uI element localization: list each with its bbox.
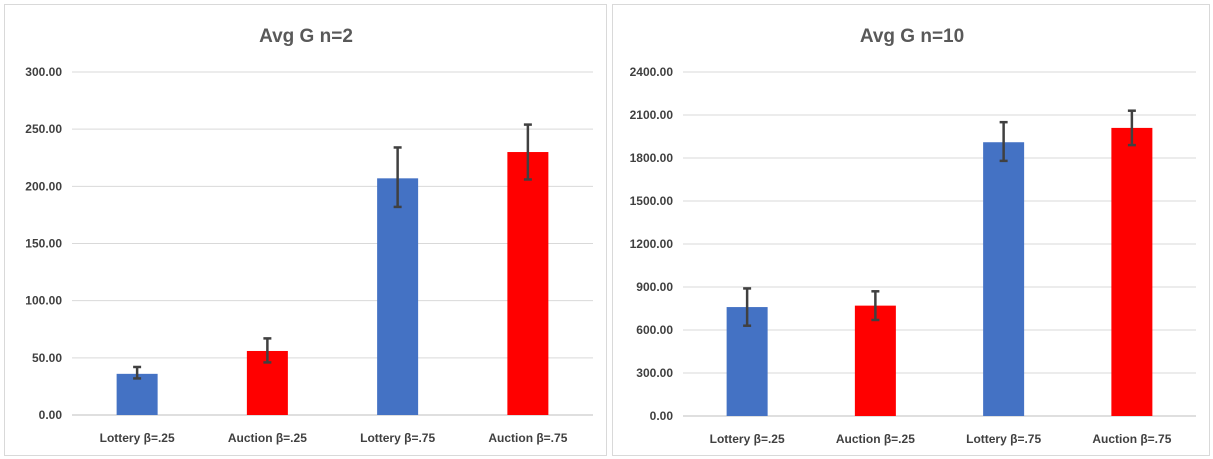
y-tick-label: 1800.00	[630, 151, 674, 165]
chart-n10: Avg G n=10 0.00 300.00 600.00 900.00 1200.00…	[630, 26, 1196, 446]
x-tick-label: Auction β=.25	[228, 431, 307, 445]
error-bar	[133, 365, 142, 380]
bar	[983, 142, 1025, 416]
x-tick-label: Lottery β=.75	[966, 432, 1041, 446]
chart-title: Avg G n=10	[860, 26, 964, 47]
bar	[116, 373, 158, 415]
error-bar	[523, 123, 532, 181]
error-bar	[263, 337, 272, 364]
y-tick-label: 250.00	[25, 122, 62, 136]
y-axis-ticks: 0.00 300.00 600.00 900.00 1200.00 1500.00 1800…	[630, 65, 674, 423]
chart-title: Avg G n=2	[259, 26, 353, 47]
x-tick-label: Auction β=.75	[1092, 432, 1171, 446]
y-tick-label: 2400.00	[630, 65, 674, 79]
error-bar	[871, 290, 880, 322]
bars	[726, 109, 1153, 417]
x-tick-label: Auction β=.75	[488, 431, 567, 445]
y-tick-label: 2100.00	[630, 108, 674, 122]
y-tick-label: 0.00	[39, 408, 63, 422]
error-bar	[743, 287, 752, 327]
y-tick-label: 100.00	[25, 294, 62, 308]
x-tick-label: Auction β=.25	[836, 432, 915, 446]
y-tick-label: 0.00	[650, 409, 674, 423]
x-tick-label: Lottery β=.75	[360, 431, 435, 445]
y-tick-label: 900.00	[636, 280, 673, 294]
y-tick-label: 600.00	[636, 323, 673, 337]
y-tick-label: 200.00	[25, 179, 62, 193]
y-axis-ticks: 0.00 50.00 100.00 150.00 200.00 250.00 300.00	[25, 65, 62, 422]
y-tick-label: 1200.00	[630, 237, 674, 251]
gridlines	[683, 71, 1196, 417]
y-tick-label: 150.00	[25, 237, 62, 251]
bar	[854, 305, 896, 416]
chart-panel-n10: Avg G n=10 0.00 300.00 600.00 900.00 1200.00…	[612, 4, 1210, 456]
y-tick-label: 300.00	[25, 65, 62, 79]
chart-n2: Avg G n=2 0.00 50.00 100.00 150.00 200.00 250…	[25, 26, 593, 445]
gridlines	[72, 71, 593, 416]
chart-panel-n2: Avg G n=2 0.00 50.00 100.00 150.00 200.00 250…	[4, 4, 607, 456]
x-axis-ticks: Lottery β=.25 Auction β=.25 Lottery β=.75 A…	[710, 432, 1172, 446]
x-tick-label: Lottery β=.25	[710, 432, 785, 446]
bar	[377, 178, 419, 415]
x-axis-ticks: Lottery β=.25 Auction β=.25 Lottery β=.75 A…	[100, 431, 568, 445]
y-tick-label: 300.00	[636, 366, 673, 380]
bar	[507, 152, 549, 416]
error-bar	[1127, 109, 1136, 147]
error-bar	[999, 120, 1008, 163]
y-tick-label: 1500.00	[630, 194, 674, 208]
error-bar	[393, 146, 402, 209]
x-tick-label: Lottery β=.25	[100, 431, 175, 445]
bars	[116, 123, 549, 416]
bar	[1111, 127, 1153, 417]
y-tick-label: 50.00	[32, 351, 62, 365]
